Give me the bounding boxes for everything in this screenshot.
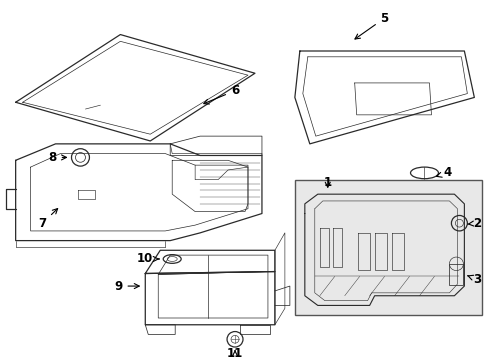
Text: 9: 9 [114,280,139,293]
Text: 8: 8 [48,151,66,164]
FancyBboxPatch shape [294,180,481,315]
Text: 10: 10 [137,252,159,265]
Text: 7: 7 [39,208,58,230]
Text: 3: 3 [467,273,480,286]
Text: 1: 1 [323,176,331,189]
Text: 2: 2 [467,217,480,230]
Text: 4: 4 [436,166,450,179]
Text: 6: 6 [203,84,239,104]
Bar [448,264,463,285]
Text: 5: 5 [354,12,388,39]
Text: 11: 11 [226,347,243,360]
